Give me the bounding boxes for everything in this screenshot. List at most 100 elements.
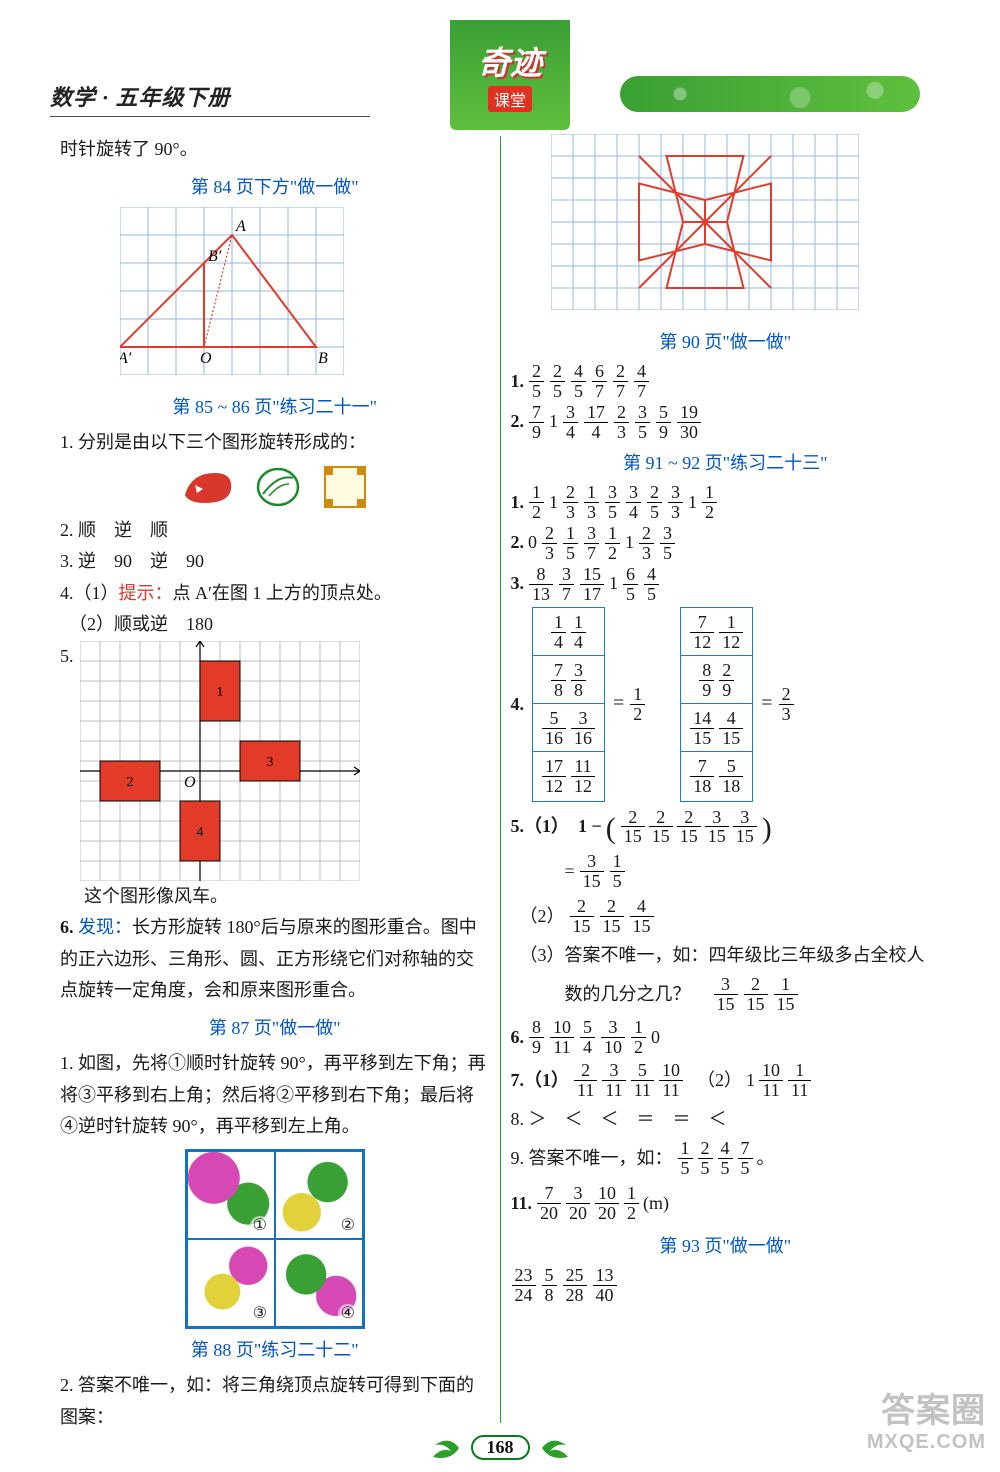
q6-prefix: 6. — [60, 917, 78, 937]
watermark: 答案圈 MXQE.COM — [867, 1392, 986, 1454]
section-85: 第 85 ~ 86 页"练习二十一" — [60, 392, 490, 424]
left-line0: 时针旋转了 90°。 — [60, 134, 490, 166]
s5-p3-text: （3）答案不唯一，如：四年级比三年级多占全校人 — [511, 940, 941, 972]
s5-l2: = 31515 — [511, 850, 941, 893]
figure-5: 1 3 2 4 O — [80, 641, 360, 881]
s9: 9. 答案不唯一，如： 15254575。 — [511, 1137, 941, 1180]
s3: 3. 81337151716545 — [511, 565, 941, 604]
section-87: 第 87 页"做一做" — [60, 1013, 490, 1045]
s4-label: 4. — [511, 689, 525, 721]
frame-icon — [321, 463, 369, 511]
bottom-row: 23245825281340 — [511, 1266, 941, 1305]
book-title-block: 数学 · 五年级下册 — [50, 20, 370, 117]
section-88: 第 88 页"练习二十二" — [60, 1335, 490, 1367]
section-91: 第 91 ~ 92 页"练习二十三" — [511, 448, 941, 480]
badge-sub: 课堂 — [488, 86, 532, 112]
s5-p3-expr: 315215115 — [713, 975, 799, 1014]
figure-pattern — [551, 134, 859, 310]
section-84: 第 84 页下方"做一做" — [60, 172, 490, 204]
s5-p2-label: （2） — [511, 901, 565, 933]
svg-text:3: 3 — [266, 755, 273, 770]
panel-tag: ③ — [250, 1304, 270, 1324]
s2: 2. 02315371212335 — [511, 524, 941, 563]
title-underline — [50, 116, 370, 117]
s7-mid: （2） — [688, 1065, 742, 1097]
s7-p1: 2113115111011 — [573, 1061, 684, 1100]
s5-p3-prefix: 数的几分之几？ — [511, 979, 709, 1011]
q4a: 4.（1）提示：点 A′在图 1 上方的顶点处。 — [60, 578, 490, 610]
svg-text:O: O — [184, 774, 196, 791]
badge-main: 奇迹 — [478, 38, 542, 84]
panel-3: ③ — [187, 1239, 275, 1327]
panel-4: ④ — [275, 1239, 363, 1327]
q5-caption: 这个图形像风车。 — [84, 881, 490, 913]
page-number: 168 — [471, 1435, 530, 1460]
q5-row: 5. 1324O — [60, 641, 490, 881]
header-decoration — [620, 76, 920, 112]
s4-table: 4. 1414783851631617121112 = 12 712112892… — [511, 607, 941, 801]
q4a-rest: 点 A′在图 1 上方的顶点处。 — [173, 583, 392, 603]
s6: 6. 89101154310120 — [511, 1018, 941, 1057]
svg-text:B: B — [318, 350, 328, 367]
section-90: 第 90 页"做一做" — [511, 327, 941, 359]
right-column: 第 90 页"做一做" 1. 252545672747 2. 791341742… — [501, 130, 951, 1433]
r2: 2. 791341742335591930 — [511, 403, 941, 442]
s11: 11. 720320102012(m) — [511, 1182, 941, 1225]
s5-inside: 215215215315315 — [620, 808, 758, 847]
leaf-left-icon — [431, 1437, 461, 1459]
p87-text: 1. 如图，先将①顺时针旋转 90°，再平移到左下角；再将③平移到右上角；然后将… — [60, 1048, 490, 1143]
s5-l1: 5.（1） 1 − ( 215215215315315 ) — [511, 806, 941, 849]
p88-text: 2. 答案不唯一，如：将三角绕顶点旋转可得到下面的图案： — [60, 1370, 490, 1433]
q6-keyword: 发现： — [78, 917, 132, 937]
content: 时针旋转了 90°。 第 84 页下方"做一做" A B′ O A′ B 第 85 ~ … — [50, 130, 950, 1433]
leaf-green-icon — [253, 463, 303, 511]
panel-1: ① — [187, 1151, 275, 1239]
svg-text:2: 2 — [126, 775, 133, 790]
r1: 1. 252545672747 — [511, 362, 941, 401]
q6: 6. 发现：长方形旋转 180°后与原来的图形重合。图中的正六边形、三角形、圆、… — [60, 912, 490, 1007]
svg-text:1: 1 — [216, 685, 223, 700]
book-title: 数学 · 五年级下册 — [50, 80, 370, 112]
section-93: 第 93 页"做一做" — [511, 1231, 941, 1263]
brand-badge: 奇迹 课堂 — [450, 20, 570, 130]
s9-expr: 15254575。 — [677, 1139, 775, 1178]
panel-tag: ④ — [338, 1304, 358, 1324]
q4a-prefix: 4.（1） — [60, 583, 119, 603]
leaf-red-icon — [181, 463, 235, 511]
q1-icons — [60, 463, 490, 511]
q2: 2. 顺 逆 顺 — [60, 515, 490, 547]
s5-p2: （2） 215215415 — [511, 895, 941, 938]
watermark-l1: 答案圈 — [867, 1392, 986, 1431]
q1-text: 1. 分别是由以下三个图形旋转形成的： — [60, 427, 490, 459]
q4b: （2）顺或逆 180 — [60, 609, 490, 641]
s5-l2-prefix: = — [511, 856, 575, 888]
svg-text:A: A — [235, 218, 246, 235]
page: 数学 · 五年级下册 奇迹 课堂 时针旋转了 90°。 第 84 页下方"做一做… — [0, 0, 1000, 1472]
s1: 1. 121231335342533112 — [511, 483, 941, 522]
leaf-right-icon — [540, 1437, 570, 1459]
s4-result-b: = 23 — [761, 685, 794, 724]
svg-text:4: 4 — [196, 825, 203, 840]
panel-tag: ① — [250, 1216, 270, 1236]
s7-label: 7.（1） — [511, 1065, 570, 1097]
s7: 7.（1） 2113115111011 （2） 11011111 — [511, 1059, 941, 1102]
panel-tag: ② — [338, 1216, 358, 1236]
s9-prefix: 9. 答案不唯一，如： — [511, 1143, 673, 1175]
s5-p3-line2: 数的几分之几？ 315215115 — [511, 973, 941, 1016]
footer: 168 — [0, 1435, 1000, 1460]
four-panel-figure: ① ② ③ ④ — [185, 1149, 365, 1329]
s8: 8. ＞ ＜ ＜ ＝ ＝ ＜ — [511, 1104, 941, 1136]
left-column: 时针旋转了 90°。 第 84 页下方"做一做" A B′ O A′ B 第 85 ~ … — [50, 130, 500, 1433]
watermark-l2: MXQE.COM — [867, 1431, 986, 1454]
svg-text:B′: B′ — [208, 248, 222, 265]
s5-l2-expr: 31515 — [579, 852, 626, 891]
s5-l1-label: 5.（1） 1 − — [511, 811, 602, 843]
header: 数学 · 五年级下册 奇迹 课堂 — [50, 20, 950, 130]
q4a-hint: 提示： — [119, 583, 173, 603]
s4-col-b: 71211289291415415718518 — [680, 607, 753, 801]
svg-text:A′: A′ — [120, 350, 132, 367]
q3: 3. 逆 90 逆 90 — [60, 546, 490, 578]
s11-expr: 720320102012(m) — [536, 1184, 669, 1223]
s5-p2-expr: 215215415 — [569, 897, 655, 936]
figure-84: AB′OA′B — [120, 207, 344, 375]
